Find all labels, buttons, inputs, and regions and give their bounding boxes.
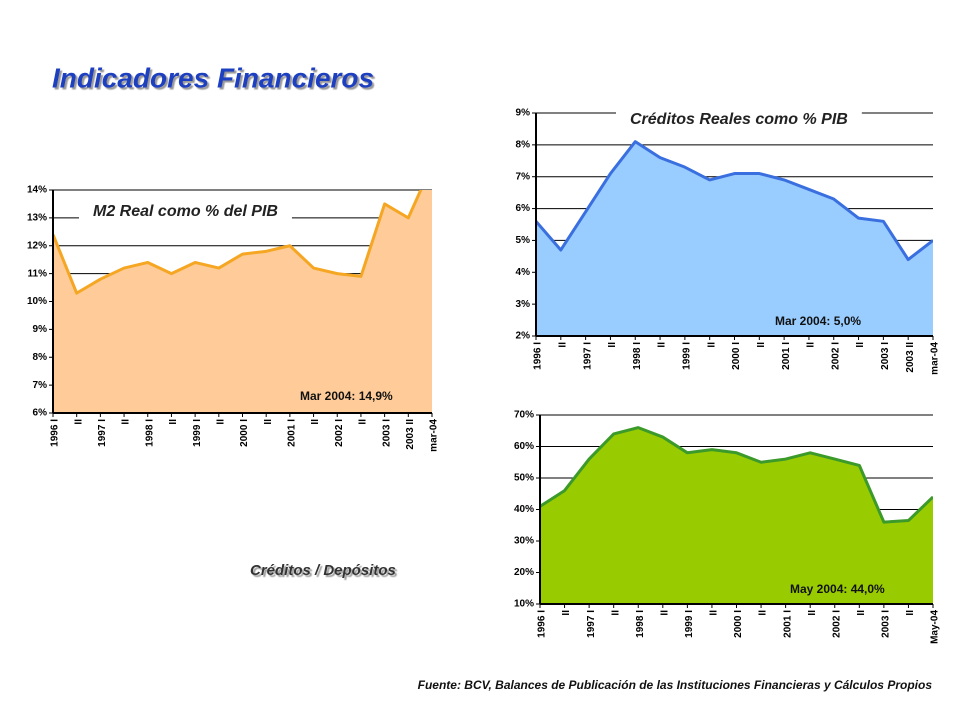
y-tick-label: 9%	[516, 108, 531, 119]
x-tick-label: 1997 I	[97, 419, 108, 447]
area-line	[540, 426, 933, 524]
x-tick-label: II	[215, 419, 226, 425]
y-tick-label: 7%	[33, 380, 48, 391]
x-tick-label: II	[905, 610, 916, 616]
x-tick-label: II	[310, 419, 321, 425]
x-tick-label: II	[561, 610, 572, 616]
x-tick-label: 2001 I	[782, 610, 793, 638]
y-tick-label: 50%	[514, 473, 534, 484]
y-tick-label: 60%	[514, 441, 534, 452]
x-tick-label: 2002 I	[830, 342, 841, 370]
y-tick-label: 6%	[33, 408, 48, 419]
y-tick-label: 3%	[516, 299, 531, 310]
x-tick-label: 2000 I	[731, 342, 742, 370]
x-tick-label: mar-04	[429, 419, 440, 452]
y-tick-label: 9%	[33, 324, 48, 335]
y-tick-label: 14%	[27, 185, 47, 196]
y-tick-label: 8%	[516, 139, 531, 150]
x-tick-label: II	[557, 342, 568, 348]
x-tick-label: II	[358, 419, 369, 425]
x-tick-label: II	[657, 342, 668, 348]
area-line	[53, 190, 423, 295]
x-tick-label: 2001 I	[287, 419, 298, 447]
y-tick-label: 20%	[514, 567, 534, 578]
x-tick-label: II	[706, 342, 717, 348]
x-tick-label: II	[610, 610, 621, 616]
x-tick-label: II	[121, 419, 132, 425]
x-tick-label: II	[758, 610, 769, 616]
x-tick-label: 1996 I	[537, 610, 548, 638]
series	[536, 140, 933, 336]
y-tick-label: 13%	[27, 213, 47, 224]
y-tick-label: 30%	[514, 536, 534, 547]
x-tick-label: 2003 I	[881, 610, 892, 638]
x-tick-label: II	[855, 342, 866, 348]
y-tick-label: 11%	[28, 268, 48, 279]
chart-title: M2 Real como % del PIB	[93, 203, 278, 220]
chart-title: Créditos / Depósitos	[250, 562, 396, 579]
y-tick-label: 2%	[516, 331, 531, 342]
chart-title-bg	[616, 108, 862, 132]
chart-title: Créditos Reales como % PIB	[630, 111, 848, 128]
source-note: Fuente: BCV, Balances de Publicación de …	[417, 678, 932, 692]
y-tick-label: 10%	[27, 296, 47, 307]
x-tick-label: 1997 I	[586, 610, 597, 638]
area	[53, 190, 432, 413]
series	[540, 426, 933, 604]
area-line	[536, 140, 933, 262]
x-tick-label: 1998 I	[144, 419, 155, 447]
x-tick-label: 2003 II	[405, 419, 416, 450]
x-tick-label: II	[756, 342, 767, 348]
x-tick-label: May-04	[930, 610, 941, 644]
y-tick-label: 5%	[516, 235, 531, 246]
x-tick-label: 2000 I	[733, 610, 744, 638]
annotation: Mar 2004: 14,9%	[300, 389, 393, 403]
annotation: May 2004: 44,0%	[790, 582, 885, 596]
x-tick-label: mar-04	[930, 342, 941, 375]
y-tick-label: 12%	[27, 240, 47, 251]
x-tick-label: II	[807, 610, 818, 616]
x-tick-label: II	[263, 419, 274, 425]
x-tick-label: 1998 I	[632, 342, 643, 370]
y-tick-label: 7%	[516, 171, 531, 182]
y-tick-label: 6%	[516, 203, 531, 214]
x-tick-label: 2000 I	[239, 419, 250, 447]
y-tick-label: 8%	[33, 352, 48, 363]
x-tick-label: 1998 I	[635, 610, 646, 638]
x-tick-label: 1997 I	[582, 342, 593, 370]
y-tick-label: 4%	[516, 267, 531, 278]
x-tick-label: 2001 I	[781, 342, 792, 370]
x-tick-label: II	[73, 419, 84, 425]
area	[536, 141, 933, 336]
x-tick-label: 2002 I	[831, 610, 842, 638]
x-tick-label: II	[806, 342, 817, 348]
y-tick-label: 40%	[514, 504, 534, 515]
chart-title-bg	[79, 200, 292, 224]
x-tick-label: 2003 II	[905, 342, 916, 373]
x-tick-label: 1999 I	[682, 342, 693, 370]
x-tick-label: II	[659, 610, 670, 616]
x-tick-label: II	[168, 419, 179, 425]
x-tick-label: 1999 I	[684, 610, 695, 638]
y-tick-label: 10%	[514, 599, 534, 610]
x-tick-label: II	[607, 342, 618, 348]
x-tick-label: 2002 I	[334, 419, 345, 447]
annotation: Mar 2004: 5,0%	[775, 314, 861, 328]
x-tick-label: 2003 I	[381, 419, 392, 447]
x-tick-label: 1996 I	[533, 342, 544, 370]
x-tick-label: 1996 I	[50, 419, 61, 447]
area	[540, 427, 933, 604]
slide-title: Indicadores Financieros	[52, 62, 374, 93]
x-tick-label: II	[856, 610, 867, 616]
series	[53, 190, 432, 413]
y-tick-label: 70%	[514, 410, 534, 421]
x-tick-label: 2003 I	[880, 342, 891, 370]
x-tick-label: II	[709, 610, 720, 616]
x-tick-label: 1999 I	[192, 419, 203, 447]
